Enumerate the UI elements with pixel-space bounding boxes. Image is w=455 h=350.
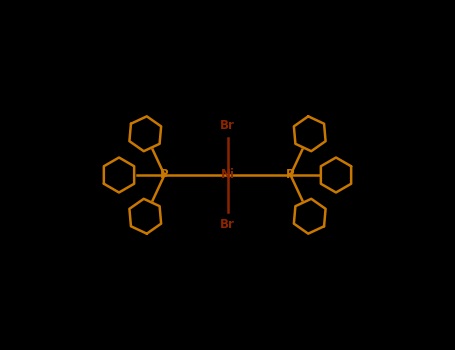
- Text: P: P: [160, 168, 169, 182]
- Text: P: P: [286, 168, 295, 182]
- Text: Br: Br: [220, 119, 235, 132]
- Text: Br: Br: [220, 218, 235, 231]
- Text: Ni: Ni: [221, 168, 234, 182]
